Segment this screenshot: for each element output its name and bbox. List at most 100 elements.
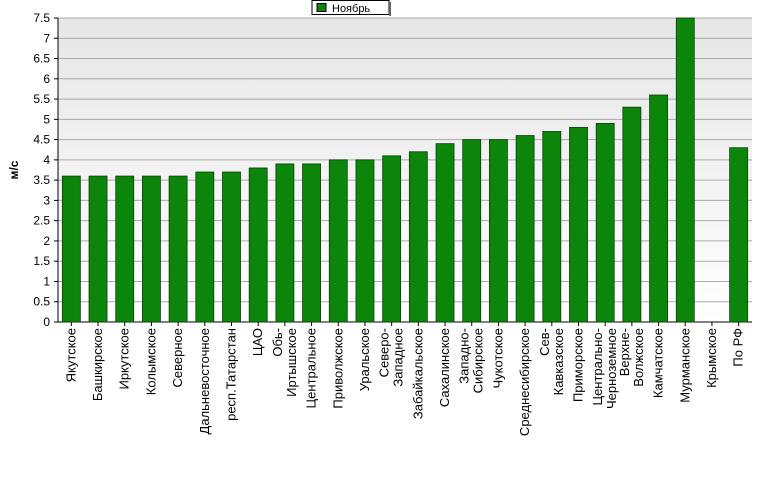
bar (435, 143, 455, 323)
x-tick-label: Сев-Кавказское (537, 328, 566, 395)
x-tick-label: Крымское (704, 328, 719, 388)
bar (675, 17, 695, 323)
x-tick-label-line: Мурманское (677, 328, 692, 403)
x-tick-label-line: Иртышское (284, 328, 299, 397)
bar (408, 151, 428, 323)
x-tick-label: Чукотское (490, 328, 505, 389)
x-tick-label: ЦАО (250, 328, 265, 356)
x-tick-label-line: Северо- (377, 328, 392, 377)
x-tick-label: Башкирское (90, 328, 105, 401)
x-tick-label: Приморское (571, 328, 586, 402)
x-tick-label: Верхне-Волжское (617, 328, 646, 387)
x-tick-label-line: Западно- (457, 328, 472, 384)
x-tick-label-line: Волжское (631, 328, 646, 387)
x-tick-label-line: Среднесибирское (517, 328, 532, 436)
y-tick-label: 0.5 (33, 295, 50, 309)
y-tick-label: 6 (43, 72, 50, 86)
y-tick-label: 3 (43, 193, 50, 207)
x-tick-label: Камчатское (651, 328, 666, 398)
bar (275, 163, 295, 323)
legend-label: Ноябрь (332, 3, 370, 15)
x-tick-label: Колымское (143, 328, 158, 395)
x-tick-label: Приволжское (330, 328, 345, 409)
bar (355, 159, 375, 323)
y-tick-label: 6.5 (33, 52, 50, 66)
x-tick-label-line: Центральное (304, 328, 319, 408)
x-tick-label: Дальневосточное (197, 328, 212, 434)
bar (622, 106, 642, 323)
y-tick-label: 2 (43, 234, 50, 248)
x-tick-label: Обь-Иртышское (270, 328, 299, 397)
bar (462, 139, 482, 323)
x-tick-label: Забайкальское (410, 328, 425, 419)
plot-area (58, 18, 752, 322)
x-tick-label-line: Кавказское (551, 328, 566, 395)
x-tick-label-line: Якутское (63, 328, 78, 382)
y-tick-label: 1 (43, 274, 50, 288)
x-tick-label-line: По РФ (731, 328, 746, 367)
x-tick-label-line: Северное (170, 328, 185, 387)
x-tick-label: Мурманское (677, 328, 692, 403)
bar (382, 155, 402, 323)
y-axis-label: м/с (7, 160, 21, 179)
x-tick-label-line: Приволжское (330, 328, 345, 409)
bar (542, 131, 562, 323)
x-tick-label: Северное (170, 328, 185, 387)
bar (61, 175, 81, 323)
x-tick-label-line: Центрально- (590, 328, 605, 406)
x-tick-label: Центрально-Черноземное (590, 328, 619, 409)
x-tick-label-line: Обь- (270, 328, 285, 357)
bar (729, 147, 749, 323)
x-tick-label-line: Сахалинское (437, 328, 452, 407)
y-tick-label: 1.5 (33, 254, 50, 268)
x-tick-label-line: Башкирское (90, 328, 105, 401)
y-tick-label: 2.5 (33, 214, 50, 228)
y-tick-label: 4.5 (33, 133, 50, 147)
x-tick-label-line: Дальневосточное (197, 328, 212, 434)
bar (515, 135, 535, 323)
y-tick-label: 5.5 (33, 92, 50, 106)
x-tick-label-line: Черноземное (604, 328, 619, 409)
x-tick-label: Западно-Сибирское (457, 328, 486, 393)
x-tick-label-line: Иркутское (117, 328, 132, 390)
x-tick-label-line: Сибирское (471, 328, 486, 393)
bar (142, 175, 161, 323)
legend-swatch (316, 3, 327, 12)
x-tick-label-line: Верхне- (617, 328, 632, 376)
x-tick-label-line: ЦАО (250, 328, 265, 356)
bar (569, 127, 588, 323)
x-tick-label: Уральское (357, 328, 372, 391)
bar (248, 167, 268, 323)
legend: Ноябрь (311, 0, 391, 16)
y-tick-label: 4 (43, 153, 50, 167)
bar (649, 94, 668, 323)
x-tick-label: По РФ (731, 328, 746, 367)
x-tick-label: Среднесибирское (517, 328, 532, 436)
x-tick-label-line: Приморское (571, 328, 586, 402)
bar (168, 175, 188, 323)
x-tick-label-line: Камчатское (651, 328, 666, 398)
y-tick-label: 0 (43, 315, 50, 329)
bar (115, 175, 135, 323)
bar (302, 163, 321, 323)
x-tick-label-line: Сев- (537, 328, 552, 356)
y-tick-label: 7 (43, 31, 50, 45)
x-tick-label: Якутское (63, 328, 78, 382)
bar (195, 171, 215, 323)
bar (328, 159, 348, 323)
x-tick-label: Сахалинское (437, 328, 452, 407)
x-tick-label-line: респ.Татарстан (224, 328, 239, 421)
bar (489, 139, 508, 323)
x-tick-label: Центральное (304, 328, 319, 408)
x-tick-label-line: Чукотское (490, 328, 505, 389)
x-tick-label-line: Колымское (143, 328, 158, 395)
x-tick-label: Иркутское (117, 328, 132, 390)
x-tick-label-line: Крымское (704, 328, 719, 388)
y-tick-label: 7.5 (33, 11, 50, 25)
bar (88, 175, 108, 323)
y-tick-label: 3.5 (33, 173, 50, 187)
bar (595, 122, 615, 323)
x-tick-label-line: Западное (391, 328, 406, 387)
